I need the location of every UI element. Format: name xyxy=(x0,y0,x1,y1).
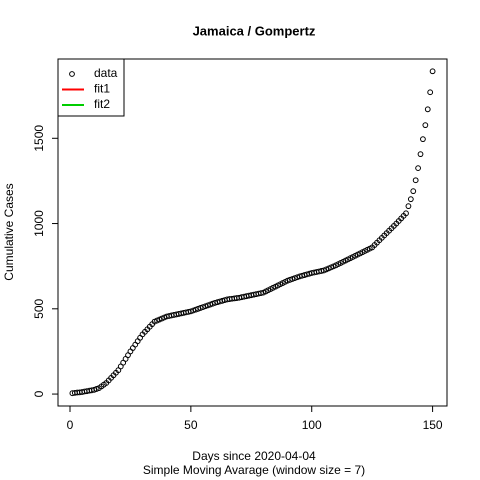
legend-label: fit1 xyxy=(94,82,110,96)
legend-symbol xyxy=(69,71,75,77)
y-axis-label: Cumulative Cases xyxy=(2,183,16,280)
y-tick-label: 1000 xyxy=(32,210,46,237)
x-tick-label: 50 xyxy=(184,418,198,432)
chart-title: Jamaica / Gompertz xyxy=(193,23,316,38)
data-point xyxy=(415,165,421,172)
data-point xyxy=(410,188,417,195)
data-point xyxy=(424,106,431,113)
y-tick-label: 1500 xyxy=(32,125,46,152)
plot-box xyxy=(57,58,448,407)
y-tick-label: 0 xyxy=(32,390,46,397)
data-point xyxy=(422,122,429,129)
legend-label: data xyxy=(94,66,118,80)
x-tick-label: 150 xyxy=(423,418,443,432)
data-point xyxy=(407,196,414,203)
data-point xyxy=(420,136,426,143)
data-point xyxy=(429,68,436,75)
data-point xyxy=(412,177,419,184)
x-tick-label: 0 xyxy=(67,418,74,432)
x-tick-label: 100 xyxy=(302,418,322,432)
legend-label: fit2 xyxy=(94,97,110,111)
x-axis-label: Days since 2020-04-04 xyxy=(192,449,316,463)
data-point xyxy=(403,210,409,217)
legend-box xyxy=(57,58,125,117)
data-point xyxy=(427,89,434,96)
data-point xyxy=(258,290,264,297)
subtitle: Simple Moving Avarage (window size = 7) xyxy=(143,463,365,477)
y-tick-label: 500 xyxy=(32,298,46,318)
data-point xyxy=(405,203,412,210)
data-point xyxy=(417,151,424,158)
